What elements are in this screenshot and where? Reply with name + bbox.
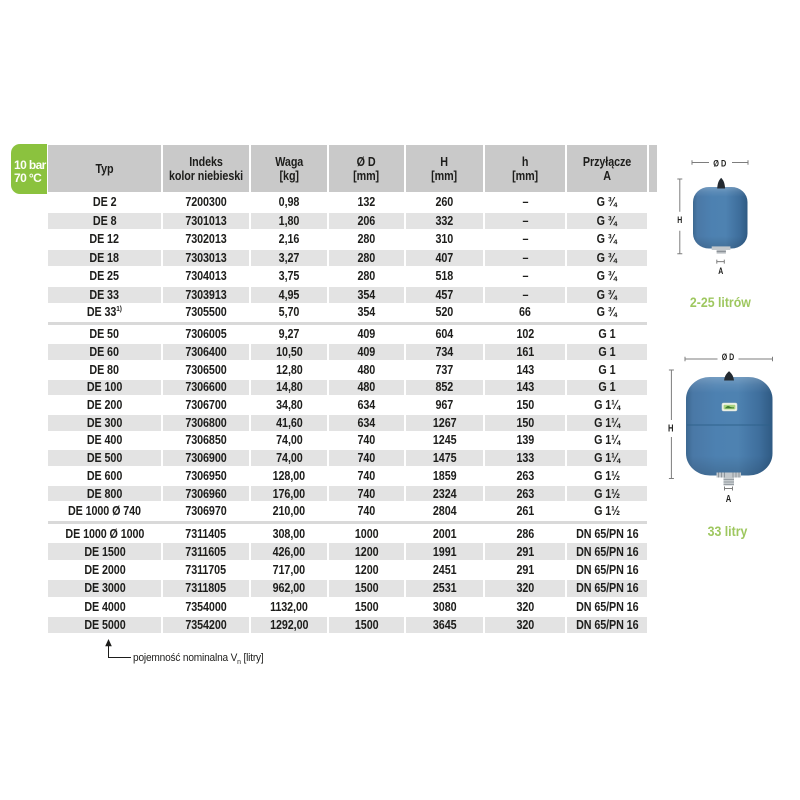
svg-text:Ø D: Ø D — [722, 352, 735, 363]
svg-text:H: H — [677, 215, 682, 225]
svg-text:A: A — [718, 266, 723, 276]
svg-text:H: H — [668, 424, 674, 435]
svg-text:Ø D: Ø D — [713, 159, 726, 170]
svg-text:A: A — [726, 494, 732, 505]
